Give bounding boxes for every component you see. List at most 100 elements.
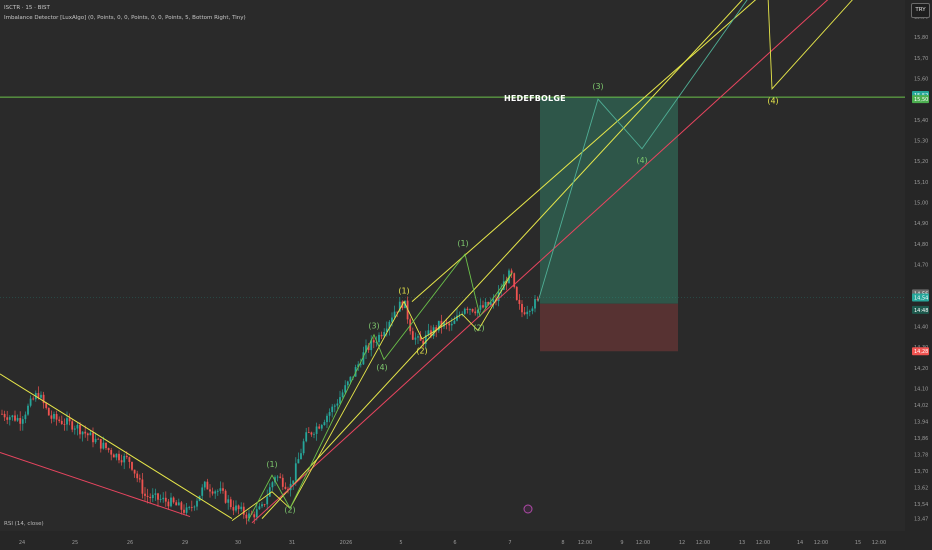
candle-body — [383, 332, 386, 337]
x-tick-label: 5 — [399, 540, 402, 546]
candle-body — [261, 504, 263, 507]
teal-projection-path[interactable] — [537, 0, 750, 302]
candle-body — [300, 453, 302, 460]
candle-body — [414, 337, 417, 340]
candle-body — [323, 422, 326, 426]
candle-body — [167, 501, 170, 507]
candle-body — [344, 385, 347, 393]
wave-label[interactable]: (2) — [416, 346, 427, 355]
candle-body — [474, 311, 477, 314]
candle-body — [193, 506, 196, 508]
candle-body — [159, 499, 162, 500]
y-tick-label: 15,60 — [914, 77, 928, 83]
yellow-projection-path[interactable] — [767, 0, 856, 90]
price-marker-label: 15,50 — [914, 97, 928, 103]
candle-body — [248, 513, 250, 519]
candle-body — [479, 305, 482, 310]
wave-label[interactable]: (4) — [376, 363, 387, 372]
candle-body — [253, 514, 256, 518]
wave-label[interactable]: (4) — [636, 156, 647, 165]
yellow-channel-upper-ext[interactable] — [411, 0, 760, 303]
wave-label[interactable]: (2) — [473, 324, 484, 333]
candle-body — [510, 270, 513, 274]
candle-body — [531, 308, 534, 312]
stop-loss-zone[interactable] — [540, 303, 678, 352]
wave-label[interactable]: (3) — [368, 322, 379, 331]
candle-body — [151, 494, 154, 499]
x-tick-label: 12:00 — [636, 540, 650, 546]
wave-label[interactable]: (1) — [266, 460, 277, 469]
y-tick-label: 15,80 — [914, 35, 928, 41]
y-tick-label: 14,70 — [914, 262, 928, 268]
yellow-wave-path[interactable] — [231, 272, 513, 522]
wave-label[interactable]: (4) — [767, 96, 778, 105]
wave-label[interactable]: (2) — [284, 505, 295, 514]
candle-body — [128, 457, 131, 462]
candle-body — [138, 478, 141, 480]
red-descending-line[interactable] — [0, 452, 191, 518]
y-tick-label: 13,70 — [914, 469, 928, 475]
candle-body — [313, 433, 315, 435]
candle-body — [515, 286, 518, 300]
candle-body — [219, 488, 222, 491]
candle-body — [294, 463, 297, 481]
y-tick-label: 15,70 — [914, 56, 928, 62]
candle-body — [336, 403, 339, 406]
x-tick-label: 8 — [561, 540, 564, 546]
red-channel-lower[interactable] — [251, 0, 832, 524]
candle-body — [263, 504, 266, 506]
x-tick-label: 12:00 — [872, 540, 886, 546]
candle-body — [170, 497, 172, 507]
candle-body — [123, 455, 126, 463]
candle-body — [268, 487, 271, 497]
candle-body — [385, 328, 388, 333]
yellow-channel-upper[interactable] — [261, 0, 746, 519]
candle-body — [302, 441, 305, 454]
event-marker-icon[interactable] — [523, 504, 533, 514]
candle-body — [489, 302, 492, 306]
candle-body — [188, 507, 191, 508]
candle-body — [232, 507, 235, 511]
profit-zone[interactable] — [540, 97, 678, 304]
wave-label[interactable]: (1) — [457, 239, 468, 248]
candle-body — [79, 424, 81, 435]
candle-body — [112, 454, 115, 458]
green-wave-path[interactable] — [247, 253, 513, 521]
candle-body — [50, 415, 53, 419]
candle-body — [162, 497, 165, 500]
wave-label[interactable]: (3) — [592, 82, 603, 91]
candle-body — [476, 309, 479, 314]
y-tick-label: 15,30 — [914, 138, 928, 144]
candle-body — [424, 334, 427, 344]
candle-body — [68, 418, 71, 422]
candle-body — [391, 317, 393, 322]
candle-body — [172, 497, 175, 503]
rsi-indicator-label[interactable]: RSI (14, close) — [4, 521, 44, 527]
yellow-descending-line[interactable] — [0, 373, 233, 520]
symbol-title: ISCTR · 15 · BIST — [4, 5, 50, 11]
price-marker-label: 14:48 — [914, 308, 928, 314]
candle-body — [487, 301, 490, 306]
candle-body — [328, 412, 331, 416]
candle-body — [92, 432, 94, 443]
candle-body — [133, 469, 136, 474]
candle-body — [466, 308, 469, 310]
candle-body — [21, 419, 24, 424]
wave-label[interactable]: (1) — [398, 286, 409, 295]
candle-body — [435, 327, 438, 331]
candle-body — [203, 481, 206, 488]
candle-body — [180, 502, 183, 510]
candle-body — [206, 481, 209, 490]
price-marker — [912, 293, 929, 302]
candle-body — [318, 426, 321, 429]
candle-body — [411, 331, 414, 340]
time-axis-panel[interactable] — [0, 531, 932, 550]
candle-body — [27, 405, 29, 415]
candle-body — [144, 493, 146, 496]
candle-body — [201, 487, 204, 496]
price-marker-label: 14,28 — [914, 349, 928, 355]
currency-button[interactable]: TRY — [911, 3, 930, 18]
candle-body — [484, 301, 487, 308]
indicator-legend[interactable]: Imbalance Detector [LuxAlgo] (0, Points,… — [4, 15, 246, 21]
